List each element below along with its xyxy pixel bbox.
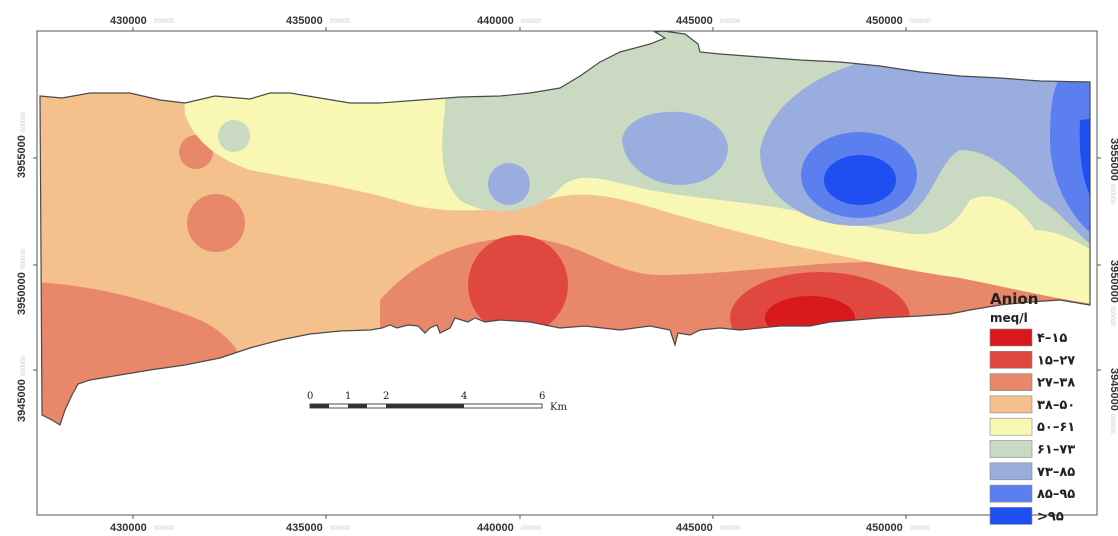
x-tick-sublabel: 000000 — [330, 19, 351, 25]
x-coord-labels-bottom: 430000 000000 435000 000000 440000 00000… — [110, 522, 931, 534]
x-tick-label: 445000 — [676, 15, 713, 27]
y-tick-sublabel: 000000 — [21, 111, 27, 132]
legend-swatch — [989, 507, 1033, 525]
scale-label: 6 — [539, 391, 545, 402]
x-tick-sublabel: 000000 — [154, 19, 175, 25]
legend-label: ۵۰–۶۱ — [1037, 420, 1075, 435]
x-tick-sublabel: 000000 — [720, 526, 741, 532]
zone-gt-95 — [824, 155, 896, 205]
legend-swatch — [989, 462, 1033, 481]
legend-swatch — [989, 350, 1033, 369]
y-tick-label: 3950000 — [1108, 260, 1118, 303]
y-coord-labels-left: 3955000 000000 3950000 000000 3945000 00… — [16, 111, 28, 422]
legend-label: ۷۳–۸۵ — [1037, 465, 1075, 480]
zone-27-38 — [187, 194, 245, 252]
y-tick-sublabel: 000000 — [1109, 306, 1115, 327]
legend-unit: meq/l — [990, 311, 1028, 325]
legend-swatch — [989, 373, 1033, 391]
x-tick-label: 435000 — [286, 15, 323, 27]
contour-zones — [40, 31, 1090, 425]
zone-15-27 — [468, 235, 568, 335]
y-tick-label: 3955000 — [1108, 138, 1118, 181]
zone-73-85 — [622, 111, 728, 185]
x-coord-labels-top: 430000 000000 435000 000000 440000 00000… — [110, 15, 931, 27]
legend-swatch — [989, 484, 1033, 503]
x-tick-sublabel: 000000 — [910, 19, 931, 25]
x-tick-sublabel: 000000 — [720, 19, 741, 25]
y-tick-label: 3945000 — [16, 379, 28, 422]
y-tick-sublabel: 000000 — [1109, 414, 1115, 435]
legend-label: ۳۸–۵۰ — [1037, 398, 1075, 413]
frame-ticks — [33, 27, 1101, 519]
zone-61-73 — [218, 120, 250, 152]
x-tick-label: 445000 — [676, 522, 713, 534]
x-tick-sublabel: 000000 — [521, 19, 542, 25]
scale-label: 2 — [383, 391, 389, 402]
x-tick-sublabel: 000000 — [154, 526, 175, 532]
coastline-outline — [39, 30, 1091, 426]
legend: Anion meq/l ۴–۱۵ ۱۵–۲۷ ۲۷–۳۸ ۳۸–۵۰ ۵۰–۶۱ ۶۱–۷… — [989, 290, 1075, 525]
map-frame — [36, 30, 1098, 516]
legend-label: ۸۵–۹۵ — [1037, 487, 1075, 502]
zone-4-15 — [765, 296, 855, 340]
x-tick-label: 430000 — [110, 15, 147, 27]
legend-swatch — [989, 417, 1033, 436]
y-tick-sublabel: 000000 — [1109, 184, 1115, 205]
scale-label: 4 — [461, 391, 467, 402]
y-tick-label: 3945000 — [1108, 368, 1118, 411]
zone-85-95 — [1050, 78, 1090, 240]
y-coord-labels-right: 3955000 000000 3950000 000000 3945000 00… — [1108, 138, 1118, 435]
legend-label: ۲۷–۳۸ — [1037, 376, 1075, 391]
zone-73-85 — [488, 163, 530, 205]
x-tick-label: 440000 — [477, 522, 514, 534]
x-tick-label: 450000 — [866, 522, 903, 534]
x-tick-sublabel: 000000 — [910, 526, 931, 532]
legend-title: Anion — [990, 290, 1038, 308]
legend-label: >۹۵ — [1037, 509, 1064, 524]
x-tick-sublabel: 000000 — [330, 526, 351, 532]
x-tick-label: 440000 — [477, 15, 514, 27]
x-tick-label: 435000 — [286, 522, 323, 534]
scale-label: 1 — [345, 391, 351, 402]
y-tick-sublabel: 000000 — [21, 355, 27, 376]
scale-bar: 0 1 2 4 6 Km — [307, 391, 567, 413]
y-tick-label: 3950000 — [16, 272, 28, 315]
scale-label: 0 — [307, 391, 313, 402]
legend-swatch — [989, 395, 1033, 414]
legend-swatch — [989, 328, 1033, 347]
legend-label: ۱۵–۲۷ — [1037, 353, 1075, 368]
legend-label: ۶۱–۷۳ — [1037, 443, 1075, 458]
x-tick-label: 450000 — [866, 15, 903, 27]
legend-label: ۴–۱۵ — [1037, 331, 1067, 346]
scale-unit: Km — [550, 402, 567, 413]
legend-swatch — [989, 440, 1033, 458]
x-tick-sublabel: 000000 — [521, 526, 542, 532]
y-tick-sublabel: 000000 — [21, 248, 27, 269]
x-tick-label: 430000 — [110, 522, 147, 534]
y-tick-label: 3955000 — [16, 135, 28, 178]
